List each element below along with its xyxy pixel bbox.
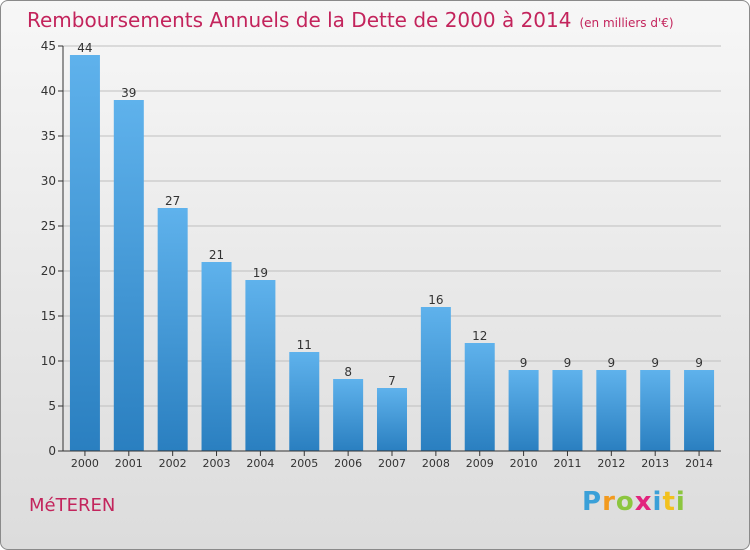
x-tick-label: 2008 xyxy=(422,457,450,470)
x-tick-label: 2004 xyxy=(246,457,274,470)
x-tick-label: 2011 xyxy=(553,457,581,470)
logo-letter: t xyxy=(662,487,676,517)
chart-unit: (en milliers d'€) xyxy=(579,16,674,30)
logo-letter: r xyxy=(602,487,616,517)
x-tick-label: 2009 xyxy=(466,457,494,470)
x-tick-label: 2001 xyxy=(115,457,143,470)
y-tick-label: 10 xyxy=(41,354,56,368)
bar xyxy=(289,352,320,451)
chart-title: Remboursements Annuels de la Dette de 20… xyxy=(27,8,674,32)
proxiti-logo: Proxiti xyxy=(582,487,686,517)
bar xyxy=(420,307,451,451)
y-tick-label: 35 xyxy=(41,129,56,143)
data-label: 9 xyxy=(564,356,572,370)
logo-letter: i xyxy=(652,487,663,517)
data-label: 16 xyxy=(428,293,443,307)
data-label: 21 xyxy=(209,248,224,262)
logo-letter: o xyxy=(615,487,635,517)
bar xyxy=(552,370,583,451)
data-label: 12 xyxy=(472,329,487,343)
y-tick-label: 15 xyxy=(41,309,56,323)
bar xyxy=(157,208,188,451)
logo-letter: x xyxy=(634,487,653,517)
x-tick-label: 2000 xyxy=(71,457,99,470)
bar xyxy=(377,388,407,451)
y-tick-label: 0 xyxy=(48,444,56,458)
x-tick-label: 2002 xyxy=(159,457,187,470)
y-tick-label: 5 xyxy=(48,399,56,413)
bar xyxy=(245,280,276,451)
logo-letter: i xyxy=(675,487,686,517)
y-tick-label: 40 xyxy=(41,84,56,98)
x-tick-label: 2013 xyxy=(641,457,669,470)
x-tick-label: 2010 xyxy=(510,457,538,470)
x-tick-label: 2012 xyxy=(597,457,625,470)
town-name: MéTEREN xyxy=(29,495,116,516)
data-label: 11 xyxy=(297,338,312,352)
y-tick-label: 20 xyxy=(41,264,56,278)
x-tick-label: 2003 xyxy=(203,457,231,470)
data-label: 9 xyxy=(651,356,659,370)
bar xyxy=(640,370,671,451)
bar xyxy=(508,370,539,451)
data-label: 8 xyxy=(344,365,352,379)
x-tick-label: 2006 xyxy=(334,457,362,470)
x-tick-label: 2005 xyxy=(290,457,318,470)
data-label: 19 xyxy=(253,266,268,280)
bar xyxy=(596,370,627,451)
bar xyxy=(113,100,144,451)
data-label: 9 xyxy=(520,356,528,370)
bar xyxy=(201,262,232,451)
data-label: 7 xyxy=(388,374,396,388)
bar xyxy=(333,379,364,451)
bar xyxy=(69,55,100,451)
data-label: 9 xyxy=(608,356,616,370)
chart-title-text: Remboursements Annuels de la Dette de 20… xyxy=(27,8,572,32)
bar xyxy=(464,343,495,451)
y-tick-label: 25 xyxy=(41,219,56,233)
bar xyxy=(684,370,715,451)
data-label: 39 xyxy=(121,86,136,100)
logo-letter: P xyxy=(582,487,603,517)
x-tick-label: 2014 xyxy=(685,457,713,470)
data-label: 9 xyxy=(695,356,703,370)
y-tick-label: 30 xyxy=(41,174,56,188)
data-label: 44 xyxy=(77,41,92,55)
x-tick-label: 2007 xyxy=(378,457,406,470)
y-tick-label: 45 xyxy=(41,39,56,53)
data-label: 27 xyxy=(165,194,180,208)
